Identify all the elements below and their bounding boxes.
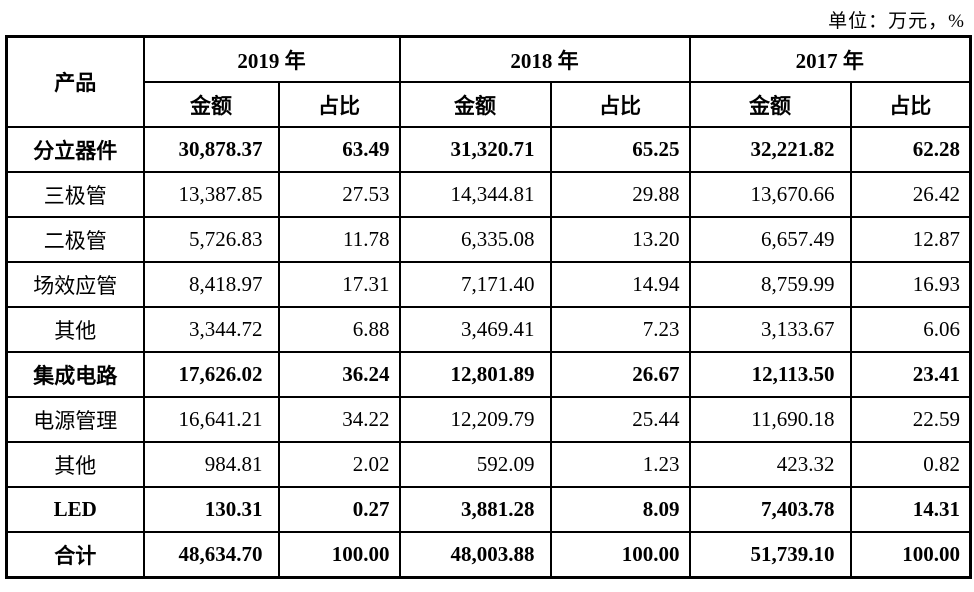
amount-cell-2017: 11,690.18 bbox=[688, 396, 852, 443]
ratio-cell-2017: 6.06 bbox=[849, 306, 972, 353]
header-year-2019: 2019 年 bbox=[142, 35, 401, 83]
ratio-cell-2017: 23.41 bbox=[849, 351, 972, 398]
product-cell: 分立器件 bbox=[5, 126, 145, 173]
table-row-discrete-devices: 分立器件 30,878.37 63.49 31,320.71 65.25 32,… bbox=[5, 126, 972, 173]
amount-cell-2018: 3,469.41 bbox=[398, 306, 552, 353]
amount-cell-2018: 592.09 bbox=[398, 441, 552, 488]
table-row-total: 合计 48,634.70 100.00 48,003.88 100.00 51,… bbox=[5, 531, 972, 579]
ratio-cell-2017: 14.31 bbox=[849, 486, 972, 533]
amount-cell-2019: 13,387.85 bbox=[142, 171, 280, 218]
header-ratio-2018: 占比 bbox=[549, 81, 691, 128]
amount-cell-2017: 8,759.99 bbox=[688, 261, 852, 308]
ratio-cell-2018: 14.94 bbox=[549, 261, 691, 308]
table-body: 分立器件 30,878.37 63.49 31,320.71 65.25 32,… bbox=[5, 126, 972, 579]
table-row-power-management: 电源管理 16,641.21 34.22 12,209.79 25.44 11,… bbox=[5, 396, 972, 443]
ratio-cell-2017: 22.59 bbox=[849, 396, 972, 443]
ratio-cell-2017: 100.00 bbox=[849, 531, 972, 579]
amount-cell-2019: 130.31 bbox=[142, 486, 280, 533]
product-cell: LED bbox=[5, 486, 145, 533]
ratio-cell-2017: 12.87 bbox=[849, 216, 972, 263]
header-year-2017: 2017 年 bbox=[688, 35, 972, 83]
ratio-cell-2018: 25.44 bbox=[549, 396, 691, 443]
ratio-cell-2019: 0.27 bbox=[277, 486, 401, 533]
ratio-cell-2019: 2.02 bbox=[277, 441, 401, 488]
product-cell: 其他 bbox=[5, 441, 145, 488]
table-row-integrated-circuits: 集成电路 17,626.02 36.24 12,801.89 26.67 12,… bbox=[5, 351, 972, 398]
ratio-cell-2019: 63.49 bbox=[277, 126, 401, 173]
table-row-ic-other: 其他 984.81 2.02 592.09 1.23 423.32 0.82 bbox=[5, 441, 972, 488]
amount-cell-2017: 7,403.78 bbox=[688, 486, 852, 533]
product-cell: 电源管理 bbox=[5, 396, 145, 443]
ratio-cell-2017: 16.93 bbox=[849, 261, 972, 308]
amount-cell-2018: 7,171.40 bbox=[398, 261, 552, 308]
product-cell: 集成电路 bbox=[5, 351, 145, 398]
product-cell: 合计 bbox=[5, 531, 145, 579]
product-revenue-table: 产品 2019 年 2018 年 2017 年 金额 占比 金额 占比 金额 占… bbox=[5, 35, 972, 579]
ratio-cell-2018: 100.00 bbox=[549, 531, 691, 579]
product-cell: 场效应管 bbox=[5, 261, 145, 308]
amount-cell-2017: 3,133.67 bbox=[688, 306, 852, 353]
amount-cell-2019: 16,641.21 bbox=[142, 396, 280, 443]
ratio-cell-2017: 0.82 bbox=[849, 441, 972, 488]
table-row-mosfet: 场效应管 8,418.97 17.31 7,171.40 14.94 8,759… bbox=[5, 261, 972, 308]
ratio-cell-2019: 27.53 bbox=[277, 171, 401, 218]
product-cell: 其他 bbox=[5, 306, 145, 353]
amount-cell-2019: 5,726.83 bbox=[142, 216, 280, 263]
header-amount-2017: 金额 bbox=[688, 81, 852, 128]
amount-cell-2018: 12,801.89 bbox=[398, 351, 552, 398]
ratio-cell-2018: 8.09 bbox=[549, 486, 691, 533]
ratio-cell-2018: 29.88 bbox=[549, 171, 691, 218]
ratio-cell-2018: 13.20 bbox=[549, 216, 691, 263]
amount-cell-2018: 6,335.08 bbox=[398, 216, 552, 263]
header-ratio-2017: 占比 bbox=[849, 81, 972, 128]
ratio-cell-2017: 62.28 bbox=[849, 126, 972, 173]
amount-cell-2018: 12,209.79 bbox=[398, 396, 552, 443]
ratio-cell-2018: 1.23 bbox=[549, 441, 691, 488]
amount-cell-2019: 8,418.97 bbox=[142, 261, 280, 308]
product-cell: 三极管 bbox=[5, 171, 145, 218]
unit-note: 单位：万元，% bbox=[828, 11, 965, 32]
ratio-cell-2019: 11.78 bbox=[277, 216, 401, 263]
amount-cell-2019: 984.81 bbox=[142, 441, 280, 488]
amount-cell-2019: 30,878.37 bbox=[142, 126, 280, 173]
table-row-diode: 二极管 5,726.83 11.78 6,335.08 13.20 6,657.… bbox=[5, 216, 972, 263]
amount-cell-2017: 32,221.82 bbox=[688, 126, 852, 173]
amount-cell-2018: 14,344.81 bbox=[398, 171, 552, 218]
ratio-cell-2019: 36.24 bbox=[277, 351, 401, 398]
amount-cell-2019: 48,634.70 bbox=[142, 531, 280, 579]
amount-cell-2017: 13,670.66 bbox=[688, 171, 852, 218]
amount-cell-2017: 51,739.10 bbox=[688, 531, 852, 579]
ratio-cell-2018: 7.23 bbox=[549, 306, 691, 353]
header-product: 产品 bbox=[5, 35, 145, 128]
ratio-cell-2019: 100.00 bbox=[277, 531, 401, 579]
ratio-cell-2019: 6.88 bbox=[277, 306, 401, 353]
amount-cell-2018: 48,003.88 bbox=[398, 531, 552, 579]
ratio-cell-2017: 26.42 bbox=[849, 171, 972, 218]
amount-cell-2018: 31,320.71 bbox=[398, 126, 552, 173]
header-amount-2019: 金额 bbox=[142, 81, 280, 128]
amount-cell-2019: 17,626.02 bbox=[142, 351, 280, 398]
ratio-cell-2019: 34.22 bbox=[277, 396, 401, 443]
product-cell: 二极管 bbox=[5, 216, 145, 263]
header-amount-2018: 金额 bbox=[398, 81, 552, 128]
table-row-led: LED 130.31 0.27 3,881.28 8.09 7,403.78 1… bbox=[5, 486, 972, 533]
amount-cell-2017: 6,657.49 bbox=[688, 216, 852, 263]
ratio-cell-2018: 26.67 bbox=[549, 351, 691, 398]
amount-cell-2017: 423.32 bbox=[688, 441, 852, 488]
table-row-triode: 三极管 13,387.85 27.53 14,344.81 29.88 13,6… bbox=[5, 171, 972, 218]
amount-cell-2019: 3,344.72 bbox=[142, 306, 280, 353]
ratio-cell-2018: 65.25 bbox=[549, 126, 691, 173]
header-ratio-2019: 占比 bbox=[277, 81, 401, 128]
header-row-metrics: 金额 占比 金额 占比 金额 占比 bbox=[7, 81, 972, 128]
header-year-2018: 2018 年 bbox=[398, 35, 691, 83]
ratio-cell-2019: 17.31 bbox=[277, 261, 401, 308]
amount-cell-2018: 3,881.28 bbox=[398, 486, 552, 533]
table-header: 产品 2019 年 2018 年 2017 年 金额 占比 金额 占比 金额 占… bbox=[5, 35, 972, 128]
header-row-years: 产品 2019 年 2018 年 2017 年 bbox=[5, 35, 972, 128]
amount-cell-2017: 12,113.50 bbox=[688, 351, 852, 398]
table-row-discrete-other: 其他 3,344.72 6.88 3,469.41 7.23 3,133.67 … bbox=[5, 306, 972, 353]
